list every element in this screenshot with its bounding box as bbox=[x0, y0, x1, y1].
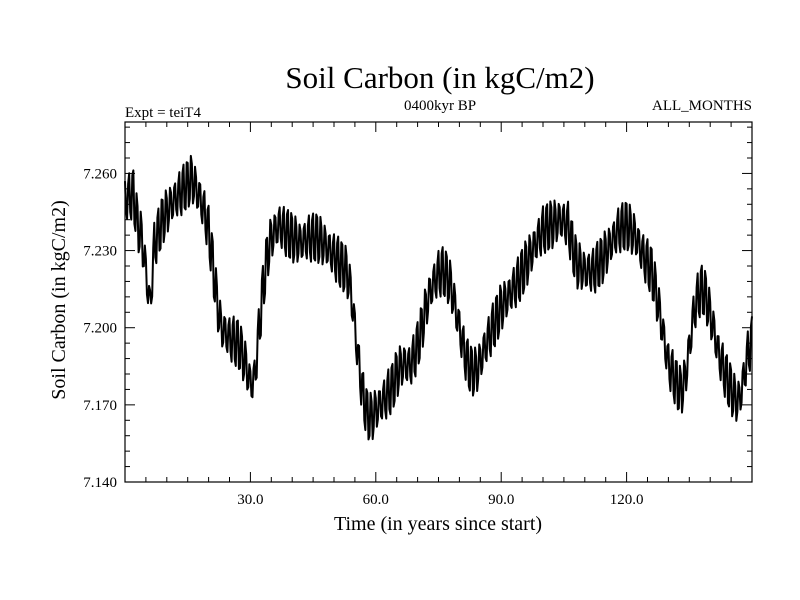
y-axis-label: Soil Carbon (in kgC/m2) bbox=[48, 200, 70, 399]
y-tick-label: 7.140 bbox=[83, 475, 117, 491]
x-tick-label: 120.0 bbox=[610, 492, 644, 508]
axis-ticks bbox=[125, 122, 752, 482]
chart-subtitle-right: ALL_MONTHS bbox=[652, 98, 752, 114]
y-tick-label: 7.200 bbox=[83, 321, 117, 337]
tick-labels: 30.0 60.0 90.0 120.0 7.140 7.170 7.200 7.230 7.2… bbox=[83, 166, 643, 508]
x-tick-label: 90.0 bbox=[488, 492, 514, 508]
x-axis-label: Time (in years since start) bbox=[334, 513, 542, 535]
y-tick-label: 7.230 bbox=[83, 244, 117, 260]
x-tick-label: 60.0 bbox=[363, 492, 389, 508]
y-tick-label: 7.260 bbox=[83, 166, 117, 182]
series-line bbox=[124, 154, 753, 441]
x-tick-label: 30.0 bbox=[237, 492, 263, 508]
chart-title: Soil Carbon (in kgC/m2) bbox=[285, 60, 594, 95]
chart-subtitle-center: 0400kyr BP bbox=[404, 98, 476, 114]
y-tick-label: 7.170 bbox=[83, 398, 117, 414]
chart-subtitle-left: Expt = teiT4 bbox=[125, 105, 201, 121]
plot-frame bbox=[124, 121, 753, 483]
